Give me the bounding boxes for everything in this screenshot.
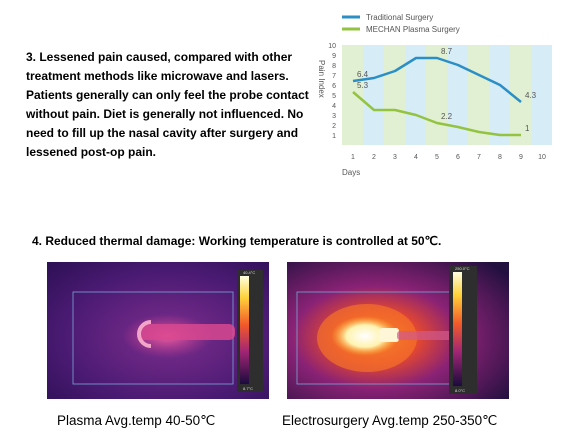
plot-stripe	[489, 45, 510, 145]
data-label: 2.2	[441, 112, 453, 121]
scale-min-label: 8.7°C	[243, 386, 253, 391]
y-tick-label: 6	[332, 83, 336, 90]
plot-background	[342, 45, 552, 145]
x-tick-label: 5	[435, 154, 439, 161]
y-tick-label: 2	[332, 123, 336, 130]
scale-min-label: 8.0°C	[455, 388, 465, 393]
y-tick-label: 4	[332, 103, 336, 110]
plasma-surgery-line	[352, 91, 521, 137]
x-tick-label: 6	[456, 154, 460, 161]
thermal-damage-heading: 4. Reduced thermal damage: Working tempe…	[32, 234, 442, 248]
plot-stripe	[510, 45, 531, 145]
x-tick-label: 7	[477, 154, 481, 161]
data-label: 1	[525, 124, 530, 133]
y-tick-label: 8	[332, 63, 336, 70]
scale-max-label: 40.4°C	[243, 270, 255, 275]
temp-scale-bar	[240, 276, 249, 384]
y-tick-label: 9	[332, 53, 336, 60]
y-tick-label: 7	[332, 73, 336, 80]
traditional-surgery-line	[352, 56, 522, 103]
plot-stripe	[468, 45, 489, 145]
scale-max-label: 250.0°C	[455, 266, 470, 271]
y-tick-label: 1	[332, 133, 336, 140]
plot-stripe	[384, 45, 405, 145]
data-label: 4.3	[525, 91, 537, 100]
hot-core	[331, 316, 399, 356]
data-label: 8.7	[441, 47, 453, 56]
x-tick-label: 4	[414, 154, 418, 161]
plasma-caption: Plasma Avg.temp 40-50℃	[57, 413, 216, 428]
legend-plasma-label: MECHAN Plasma Surgery	[366, 25, 460, 34]
y-ticks: 1 2 3 4 5 6 7 8 9 10	[328, 43, 336, 140]
probe-tip	[137, 320, 152, 348]
x-tick-label: 2	[372, 154, 376, 161]
y-tick-label: 3	[332, 113, 336, 120]
y-axis-label: Pain Index	[317, 60, 326, 98]
data-labels: 6.4 8.7 4.3 5.3 2.2 1	[357, 47, 537, 133]
temp-scale-bar	[453, 272, 462, 386]
probe-tip	[379, 328, 399, 342]
x-axis-label: Days	[342, 168, 360, 177]
x-tick-label: 9	[519, 154, 523, 161]
x-tick-label: 10	[538, 154, 546, 161]
plot-stripe	[531, 45, 552, 145]
plot-stripe	[363, 45, 384, 145]
pain-index-chart: Traditional Surgery MECHAN Plasma Surger…	[317, 13, 552, 177]
chart-legend: Traditional Surgery MECHAN Plasma Surger…	[342, 13, 460, 34]
electrosurgery-thermal-image: 250.0°C 8.0°C	[287, 262, 509, 399]
x-tick-label: 1	[351, 154, 355, 161]
series-lines	[352, 56, 522, 137]
plot-stripe	[447, 45, 468, 145]
x-tick-label: 3	[393, 154, 397, 161]
x-tick-label: 8	[498, 154, 502, 161]
probe-shaft	[139, 324, 235, 340]
plot-stripe	[342, 45, 363, 145]
data-label: 6.4	[357, 70, 369, 79]
plasma-thermal-image: 40.4°C 8.7°C	[47, 262, 269, 399]
y-tick-label: 5	[332, 93, 336, 100]
x-ticks: 1 2 3 4 5 6 7 8 9 10	[351, 154, 546, 161]
plot-stripe	[405, 45, 426, 145]
electrosurgery-caption: Electrosurgery Avg.temp 250-350℃	[282, 413, 498, 428]
y-tick-label: 10	[328, 43, 336, 50]
pain-description: 3. Lessened pain caused, compared with o…	[26, 50, 309, 159]
legend-traditional-label: Traditional Surgery	[366, 13, 433, 22]
data-label: 5.3	[357, 81, 369, 90]
